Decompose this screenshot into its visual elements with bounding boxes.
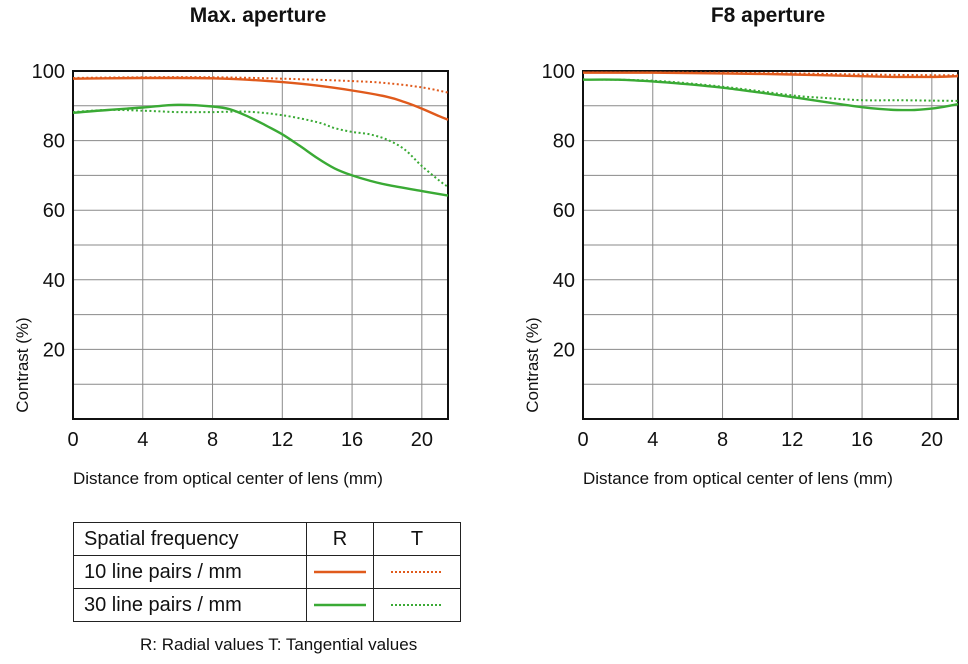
plot-frame-left <box>72 70 449 420</box>
legend-row-label: 10 line pairs / mm <box>73 555 307 589</box>
y-tick-label-right: 80 <box>553 131 575 153</box>
series-line-right-4 <box>582 78 959 102</box>
y-tick-label-left: 100 <box>32 61 65 83</box>
y-axis-label-right: Contrast (%) <box>523 317 542 413</box>
x-tick-label-right: 12 <box>781 429 803 451</box>
y-tick-label-right: 100 <box>542 61 575 83</box>
series-line-left-3 <box>72 103 449 197</box>
x-tick-label-left: 16 <box>341 429 363 451</box>
y-tick-label-left: 20 <box>43 339 65 361</box>
legend-header-row: Spatial frequency R T <box>73 522 461 556</box>
chart-title-max-aperture: Max. aperture <box>189 4 327 27</box>
x-tick-label-right: 8 <box>717 429 728 451</box>
x-tick-label-left: 8 <box>207 429 218 451</box>
legend-table: Spatial frequency R T 10 line pairs / mm… <box>73 522 461 622</box>
y-tick-label-right: 20 <box>553 339 575 361</box>
legend-swatch-30lp-radial <box>306 588 374 622</box>
y-tick-label-left: 60 <box>43 200 65 222</box>
y-tick-label-right: 60 <box>553 200 575 222</box>
x-tick-label-left: 0 <box>67 429 78 451</box>
x-tick-label-right: 16 <box>851 429 873 451</box>
legend-swatch-10lp-tangential <box>373 555 461 589</box>
series-line-left-4 <box>72 108 449 188</box>
legend-header-t: T <box>373 522 461 556</box>
series-line-right-1 <box>582 71 959 79</box>
y-axis-label-left: Contrast (%) <box>13 317 32 413</box>
x-axis-label-right: Distance from optical center of lens (mm… <box>583 469 893 488</box>
legend-row-label: 30 line pairs / mm <box>73 588 307 622</box>
legend-swatch-30lp-tangential <box>373 588 461 622</box>
series-line-left-1 <box>72 76 449 121</box>
x-tick-label-left: 12 <box>271 429 293 451</box>
x-axis-label-left: Distance from optical center of lens (mm… <box>73 469 383 488</box>
legend-row-10lp: 10 line pairs / mm <box>73 555 461 589</box>
footnote: R: Radial values T: Tangential values <box>140 635 418 654</box>
x-tick-label-left: 4 <box>137 429 148 451</box>
x-tick-label-right: 4 <box>647 429 658 451</box>
y-tick-label-left: 80 <box>43 131 65 153</box>
legend-swatch-10lp-radial <box>306 555 374 589</box>
series-line-left-2 <box>72 76 449 94</box>
legend-row-30lp: 30 line pairs / mm <box>73 588 461 622</box>
x-tick-label-right: 20 <box>921 429 943 451</box>
x-tick-label-left: 20 <box>411 429 433 451</box>
y-tick-label-left: 40 <box>43 270 65 292</box>
x-tick-label-right: 0 <box>577 429 588 451</box>
legend-header-r: R <box>306 522 374 556</box>
legend-header-label: Spatial frequency <box>73 522 307 556</box>
chart-title-f8-aperture: F8 aperture <box>710 4 826 27</box>
y-tick-label-right: 40 <box>553 270 575 292</box>
series-line-right-3 <box>582 78 959 112</box>
plot-frame-right <box>582 70 959 420</box>
